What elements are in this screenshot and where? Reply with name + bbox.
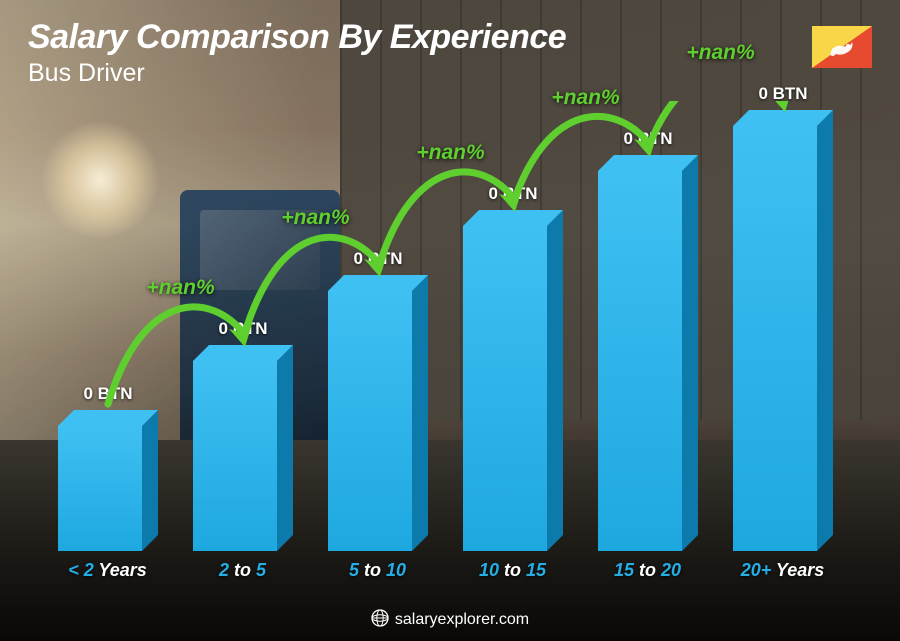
- bar-category-label: 5 to 10: [310, 560, 445, 581]
- bar-value-label: 0 BTN: [58, 384, 158, 404]
- globe-icon: [371, 609, 389, 627]
- bar-side: [547, 210, 563, 551]
- bar-slot: 0 BTN 10 to 15: [445, 101, 580, 581]
- bar-value-label: 0 BTN: [328, 249, 428, 269]
- bar-category-label: 10 to 15: [445, 560, 580, 581]
- bar-top: [193, 345, 293, 361]
- bar-front: [328, 291, 412, 551]
- bar-category-label: 15 to 20: [580, 560, 715, 581]
- bar-slot: 0 BTN20+ Years: [715, 101, 850, 581]
- chart-title-block: Salary Comparison By Experience Bus Driv…: [28, 18, 566, 88]
- bar-value-label: 0 BTN: [733, 84, 833, 104]
- bar-slot: 0 BTN 5 to 10: [310, 101, 445, 581]
- bar-value-label: 0 BTN: [193, 319, 293, 339]
- country-flag-icon: [812, 26, 872, 68]
- bar-front: [733, 126, 817, 551]
- footer: salaryexplorer.com: [0, 609, 900, 629]
- bar-top: [463, 210, 563, 226]
- bar-chart: 0 BTN< 2 Years0 BTN2 to 50 BTN5 to 100 B…: [40, 101, 850, 581]
- bar-top: [328, 275, 428, 291]
- bar-category-label: 2 to 5: [175, 560, 310, 581]
- bar-slot: 0 BTN 15 to 20: [580, 101, 715, 581]
- bar-front: [598, 171, 682, 551]
- bar-slot: 0 BTN < 2 Years: [40, 101, 175, 581]
- chart-title: Salary Comparison By Experience: [28, 18, 566, 57]
- footer-text: salaryexplorer.com: [395, 611, 529, 628]
- bar-front: [58, 426, 142, 551]
- bar-side: [412, 275, 428, 551]
- bar-front: [193, 361, 277, 551]
- bar-front: [463, 226, 547, 551]
- bar-side: [817, 110, 833, 551]
- bar-value-label: 0 BTN: [598, 129, 698, 149]
- bar-side: [277, 345, 293, 551]
- bar-side: [142, 410, 158, 551]
- bar-top: [58, 410, 158, 426]
- bar-value-label: 0 BTN: [463, 184, 563, 204]
- chart-subtitle: Bus Driver: [28, 59, 566, 88]
- bar-category-label: 20+ Years: [715, 560, 850, 581]
- bar-top: [598, 155, 698, 171]
- bar-side: [682, 155, 698, 551]
- bar-category-label: < 2 Years: [40, 560, 175, 581]
- bar-slot: 0 BTN 2 to 5: [175, 101, 310, 581]
- bar-top: [733, 110, 833, 126]
